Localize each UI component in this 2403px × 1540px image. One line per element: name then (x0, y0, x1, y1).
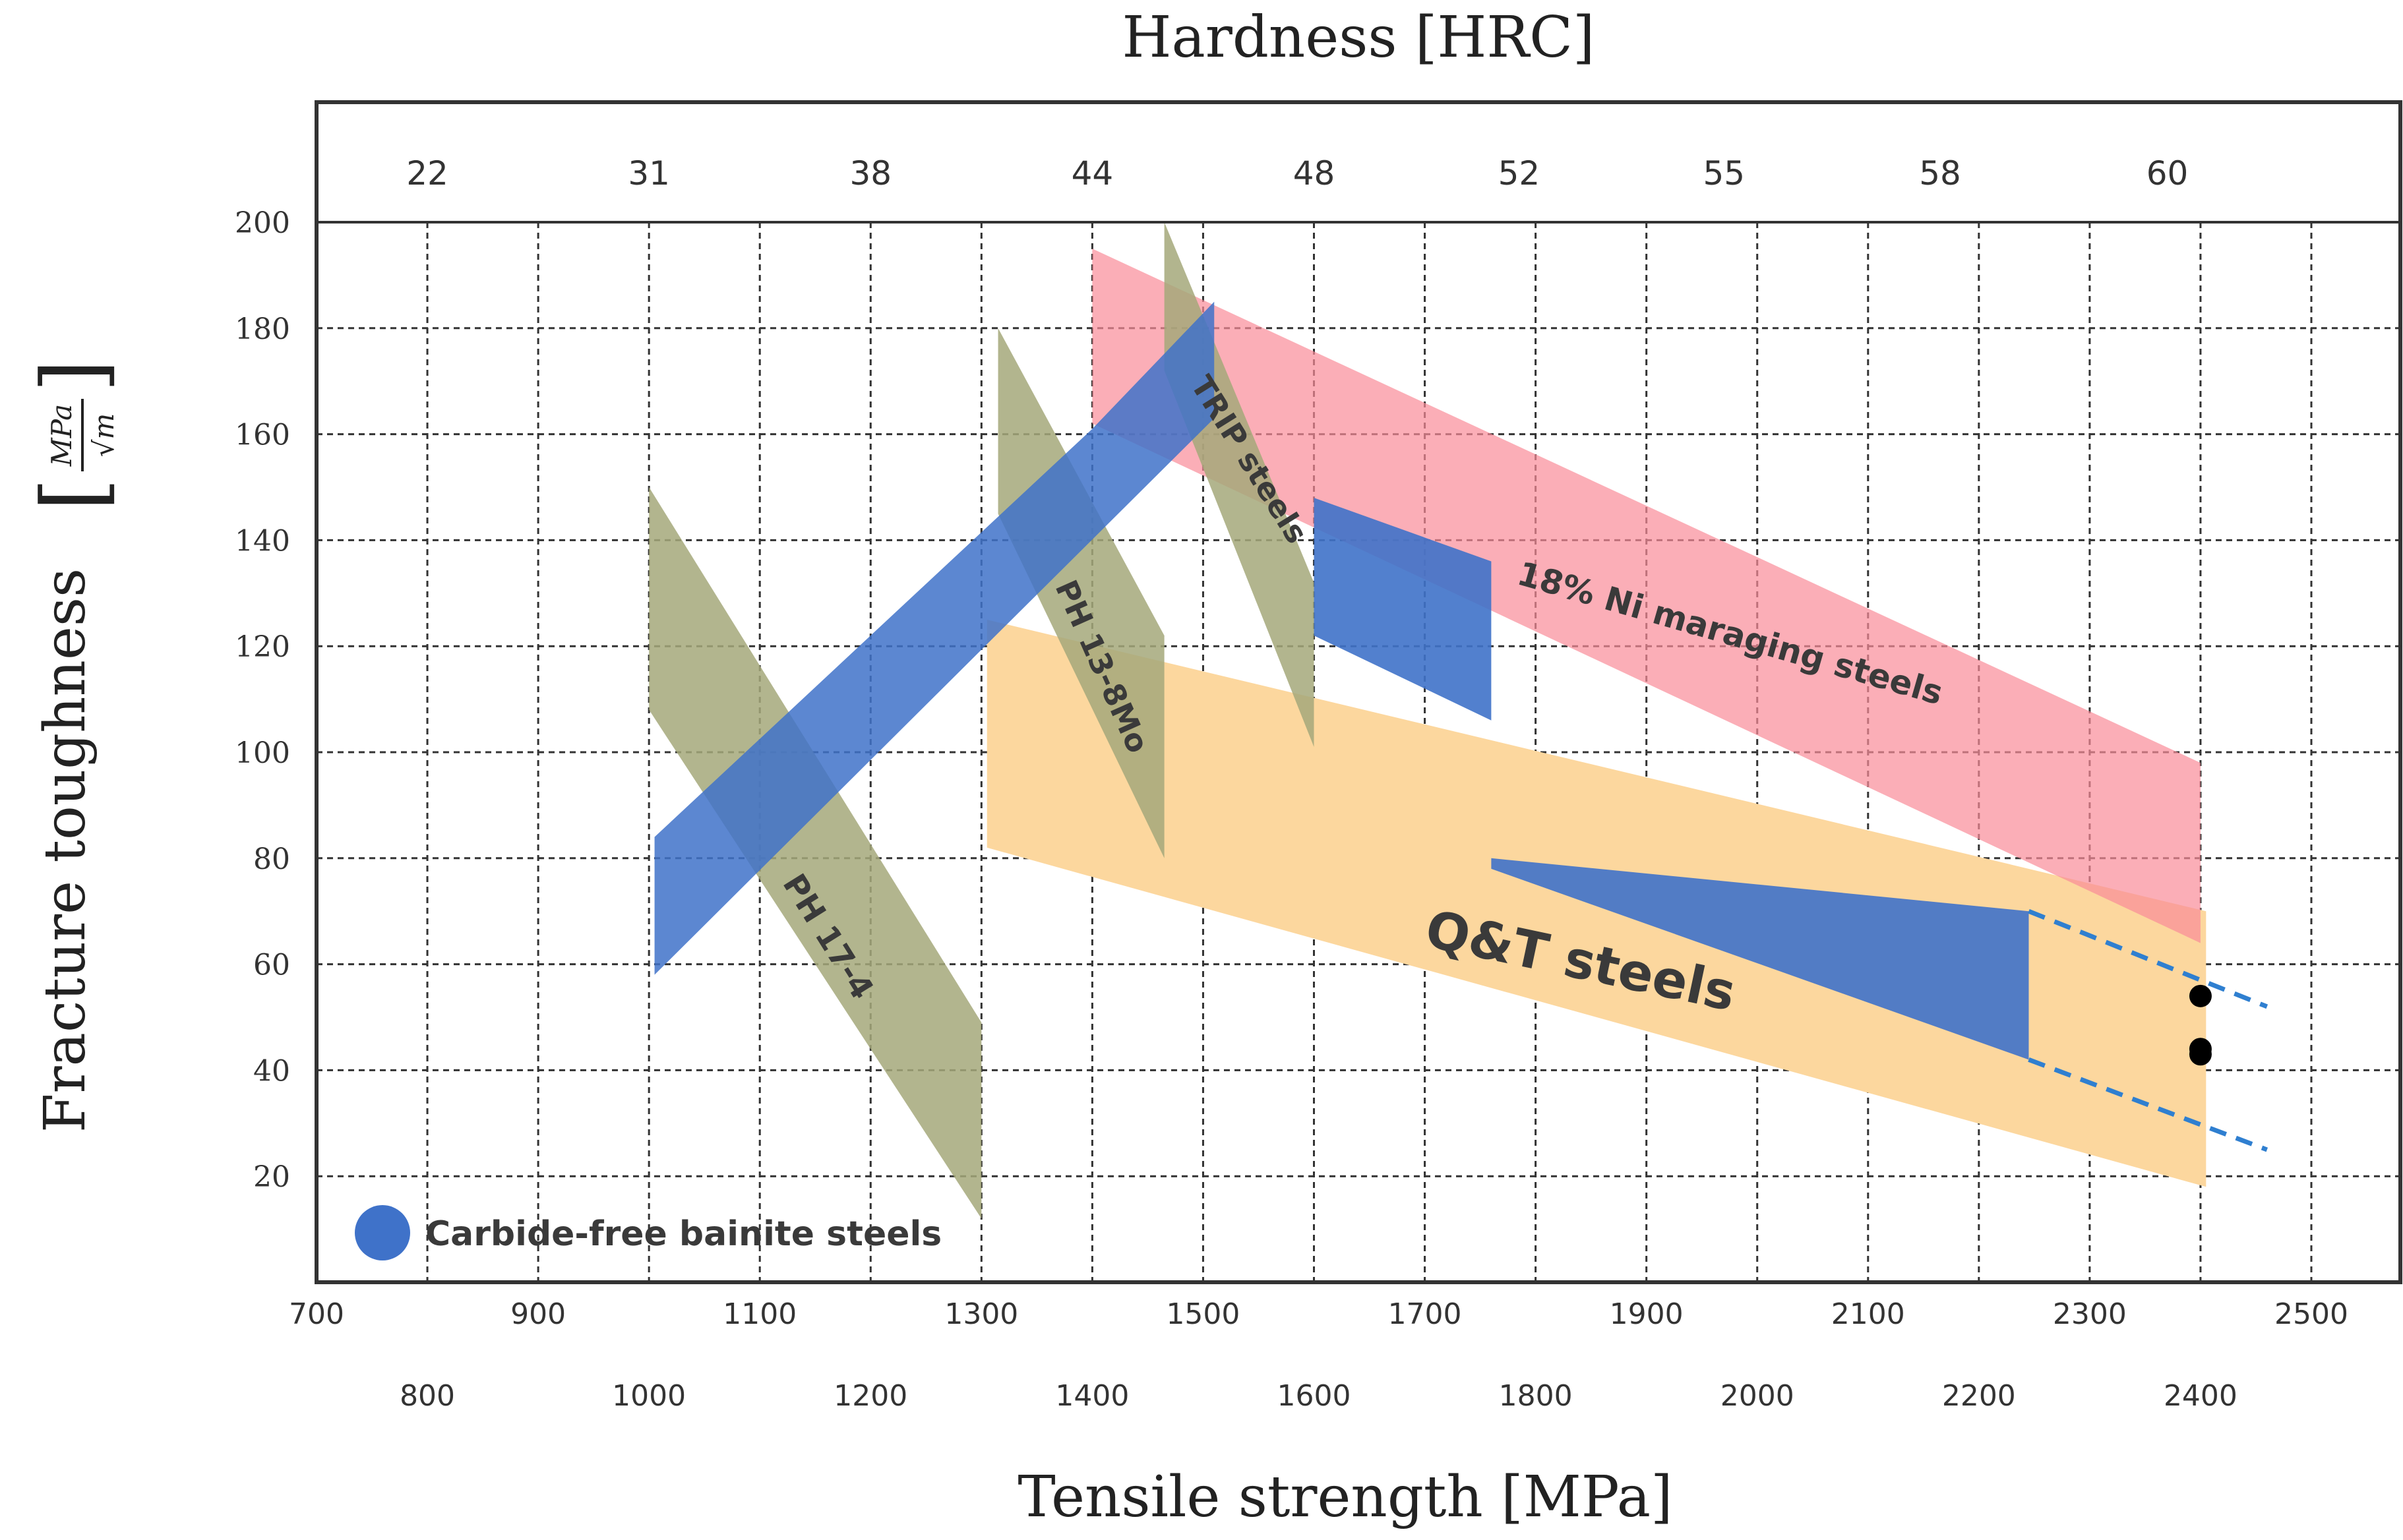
x-tick-label: 700 (289, 1297, 344, 1331)
plot-frame (315, 100, 2402, 1284)
y-axis-unit-numerator: MPa (46, 404, 78, 467)
data-point (2189, 984, 2212, 1007)
extrapolation-dashed-line (2028, 1057, 2268, 1152)
region-carbide-free-bainite-steels (654, 301, 1215, 975)
y-axis-unit-close-bracket: ] (23, 359, 123, 393)
legend-label: Carbide-free bainite steels (425, 1214, 942, 1254)
extrapolation-dashed-line (2028, 908, 2268, 1009)
y-tick-label: 60 (253, 949, 290, 982)
x-tick-label: 1600 (1277, 1379, 1351, 1413)
hardness-tick-label: 44 (1072, 154, 1114, 192)
x-tick-label: 2200 (1942, 1379, 2016, 1413)
ticks-layer: 20 40 60 80 100 120 140 160 180 200 700 900 1100 1300… (235, 154, 2348, 1413)
hardness-tick-label: 31 (628, 154, 670, 192)
hardness-tick-label: 55 (1703, 154, 1745, 192)
legend-swatch (355, 1205, 410, 1260)
y-tick-label: 20 (253, 1160, 290, 1194)
x-tick-label: 1400 (1055, 1379, 1129, 1413)
x-tick-label: 900 (510, 1297, 566, 1331)
y-tick-label: 200 (235, 206, 290, 240)
regions-layer (649, 222, 2206, 1219)
x-tick-label: 1500 (1166, 1297, 1240, 1331)
x-tick-label: 1800 (1499, 1379, 1573, 1413)
y-tick-label: 180 (235, 312, 290, 346)
hardness-tick-label: 48 (1293, 154, 1335, 192)
y-tick-label: 100 (235, 736, 290, 770)
x-tick-label: 1300 (944, 1297, 1018, 1331)
legend: Carbide-free bainite steels (355, 1205, 942, 1260)
x-tick-label: 2500 (2274, 1297, 2348, 1331)
y-tick-label: 120 (235, 630, 290, 664)
x-axis-title: Tensile strength [MPa] (1018, 1464, 1672, 1530)
x-tick-label: 1000 (612, 1379, 686, 1413)
region-ph-17-4 (649, 487, 982, 1219)
x-tick-label: 2000 (1720, 1379, 1794, 1413)
x-tick-label: 2400 (2164, 1379, 2237, 1413)
hardness-tick-label: 58 (1919, 154, 1961, 192)
y-axis-unit-open-bracket: [ (23, 478, 123, 512)
y-tick-label: 80 (253, 843, 290, 876)
svg-text:Fracture toughness: Fracture toughness (32, 568, 98, 1133)
x-tick-label: 2300 (2053, 1297, 2127, 1331)
points-layer (2189, 984, 2212, 1066)
y-tick-label: 140 (235, 524, 290, 558)
x-tick-label: 1200 (834, 1379, 907, 1413)
extrapolation-layer (2028, 908, 2268, 1152)
hardness-tick-label: 22 (406, 154, 448, 192)
x-tick-label: 800 (400, 1379, 455, 1413)
hardness-tick-label: 52 (1498, 154, 1540, 192)
hardness-tick-label: 60 (2146, 154, 2189, 192)
y-axis-unit-denominator: √m (88, 413, 120, 458)
x-tick-label: 1900 (1610, 1297, 1684, 1331)
x-tick-label: 2100 (1831, 1297, 1905, 1331)
x-tick-label: 1700 (1388, 1297, 1462, 1331)
hardness-tick-label: 38 (849, 154, 892, 192)
y-tick-label: 160 (235, 419, 290, 452)
x-tick-label: 1100 (723, 1297, 797, 1331)
region-ph-13-8mo (998, 328, 1165, 858)
data-point (2189, 1043, 2212, 1066)
y-tick-label: 40 (253, 1054, 290, 1088)
region-carbide-free-bainite-steels (1314, 498, 2029, 1060)
region-18-ni-maraging-steels (1092, 249, 2201, 943)
y-axis-title: Fracture toughness [ MPa √m ] (23, 359, 123, 1133)
chart-title: Hardness [HRC] (1122, 5, 1595, 71)
